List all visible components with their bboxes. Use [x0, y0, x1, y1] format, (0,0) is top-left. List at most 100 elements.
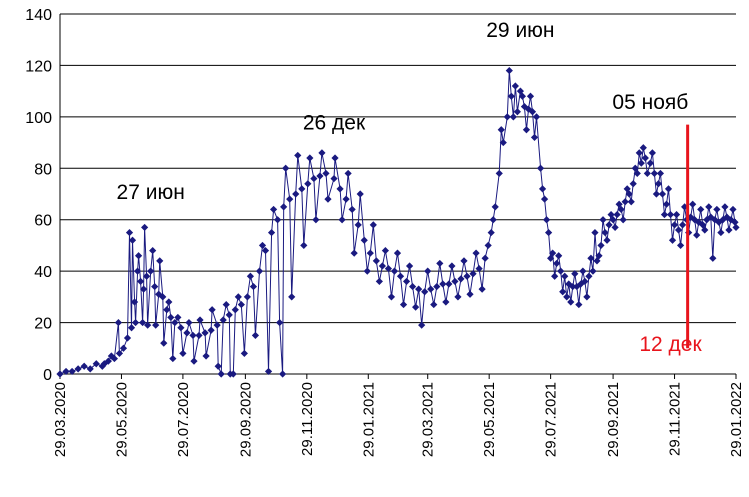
data-point — [454, 293, 462, 301]
data-point — [421, 288, 429, 296]
data-point — [542, 216, 551, 224]
data-point — [619, 216, 627, 224]
data-point — [693, 231, 701, 239]
data-point — [381, 246, 390, 255]
data-point — [705, 203, 713, 211]
data-point — [286, 195, 294, 203]
data-point — [654, 180, 663, 188]
data-point — [545, 228, 553, 237]
axes — [59, 14, 737, 379]
data-point — [691, 216, 699, 224]
data-point — [631, 164, 639, 172]
data-point — [721, 203, 729, 211]
data-point — [418, 321, 426, 329]
data-point — [128, 236, 137, 244]
data-point — [513, 108, 521, 116]
data-point — [491, 203, 499, 211]
data-point — [660, 210, 669, 219]
data-point — [609, 216, 617, 224]
data-point — [134, 252, 143, 260]
data-point — [80, 362, 88, 370]
data-point — [518, 92, 527, 100]
data-point — [703, 216, 711, 224]
data-point — [338, 216, 346, 224]
data-point — [536, 164, 545, 172]
data-point — [251, 331, 260, 340]
series-points — [56, 66, 740, 378]
data-point — [509, 113, 517, 121]
data-point — [276, 318, 284, 327]
data-point — [318, 149, 326, 157]
data-point — [463, 272, 471, 280]
data-point — [160, 339, 168, 347]
data-point — [243, 293, 251, 301]
data-point — [551, 272, 559, 280]
data-point — [629, 180, 637, 188]
data-point — [648, 149, 656, 157]
data-point — [195, 331, 203, 340]
data-point — [484, 241, 492, 250]
data-point — [713, 205, 721, 214]
x-tick-29.07.2020: 29.07.2020 — [175, 382, 192, 457]
data-point — [591, 228, 599, 237]
data-point — [643, 169, 651, 178]
data-point — [442, 298, 450, 306]
data-point — [136, 277, 145, 286]
data-point — [267, 228, 276, 237]
data-point — [183, 329, 191, 337]
data-point — [163, 306, 171, 314]
data-point — [553, 259, 561, 268]
data-point — [312, 216, 320, 224]
data-point — [258, 241, 267, 250]
data-point — [133, 267, 142, 275]
data-point — [322, 169, 330, 178]
data-point — [603, 236, 611, 244]
data-point — [701, 226, 709, 234]
data-point — [261, 246, 270, 255]
data-point — [344, 169, 352, 178]
data-point — [269, 205, 278, 214]
data-point — [196, 316, 204, 324]
data-point — [466, 290, 474, 298]
data-point — [729, 205, 737, 214]
x-tick-29.05.2020: 29.05.2020 — [113, 382, 130, 457]
data-point — [489, 216, 497, 224]
data-point — [567, 298, 575, 306]
data-point — [167, 313, 175, 322]
data-point — [587, 254, 595, 262]
data-point — [366, 249, 374, 257]
data-point — [605, 221, 613, 229]
data-point — [520, 102, 529, 111]
data-point — [497, 126, 505, 134]
data-point — [378, 262, 386, 270]
data-point — [679, 221, 687, 229]
data-point — [279, 370, 287, 378]
annotations: 27 июн 26 дек 29 июн 05 нояб 12 дек — [117, 19, 703, 356]
data-point — [581, 277, 589, 286]
data-point — [731, 218, 739, 226]
data-point — [119, 344, 128, 352]
data-point — [56, 370, 64, 378]
x-tick-29.07.2021: 29.07.2021 — [543, 382, 560, 457]
y-tick-20: 20 — [34, 316, 52, 333]
data-point — [662, 200, 671, 208]
data-point — [658, 190, 667, 198]
data-point — [249, 282, 258, 291]
x-tick-29.03.2021: 29.03.2021 — [420, 382, 437, 457]
data-point — [522, 126, 531, 134]
data-point — [280, 203, 288, 211]
data-point — [288, 293, 296, 301]
data-point — [246, 272, 255, 280]
data-point — [229, 370, 237, 378]
data-point — [115, 349, 124, 358]
y-tick-60: 60 — [34, 213, 52, 230]
data-point — [219, 316, 227, 324]
x-tick-29.11.2021: 29.11.2021 — [667, 382, 684, 456]
data-point — [350, 249, 358, 257]
data-point — [460, 257, 468, 265]
data-point — [625, 190, 633, 198]
data-point — [668, 236, 677, 244]
data-point — [125, 228, 134, 237]
y-tick-0: 0 — [43, 367, 52, 384]
